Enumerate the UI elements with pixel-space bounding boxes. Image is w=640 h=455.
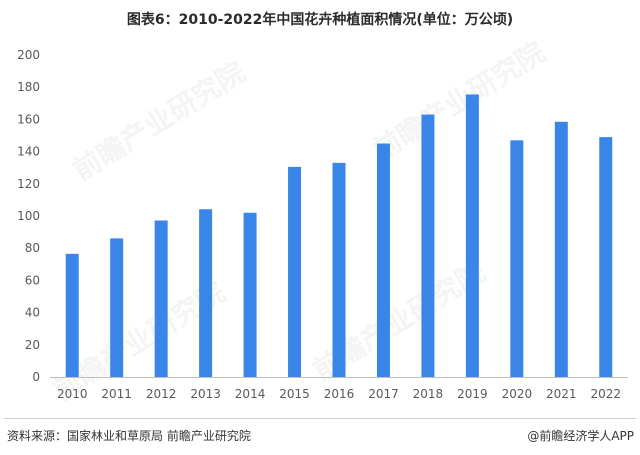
x-tick-label: 2013 [190, 387, 221, 401]
y-tick-label: 140 [17, 145, 40, 159]
bar [110, 238, 124, 377]
bar [243, 212, 257, 377]
bar [288, 166, 302, 377]
y-tick-label: 120 [17, 177, 40, 191]
x-tick-label: 2018 [413, 387, 444, 401]
x-tick-label: 2014 [235, 387, 266, 401]
y-tick-label: 100 [17, 209, 40, 223]
bar [199, 209, 213, 377]
y-tick-label: 40 [25, 306, 40, 320]
y-tick-label: 60 [25, 273, 40, 287]
source-note: 资料来源：国家林业和草原局 前瞻产业研究院 [7, 429, 251, 443]
bar [154, 220, 168, 377]
x-tick-label: 2022 [590, 387, 621, 401]
bar [376, 143, 390, 377]
brand-credit: @前瞻经济学人APP [527, 429, 634, 443]
x-tick-label: 2019 [457, 387, 488, 401]
bar [421, 114, 435, 377]
y-tick-label: 180 [17, 80, 40, 94]
y-tick-label: 160 [17, 112, 40, 126]
x-tick-label: 2020 [502, 387, 533, 401]
chart-title: 图表6：2010-2022年中国花卉种植面积情况(单位：万公顷) [126, 12, 514, 28]
x-tick-label: 2016 [324, 387, 355, 401]
bar [65, 253, 79, 377]
bar [554, 121, 568, 377]
x-tick-label: 2017 [368, 387, 399, 401]
bar [332, 162, 346, 377]
y-tick-label: 20 [25, 338, 40, 352]
x-tick-label: 2011 [101, 387, 132, 401]
bar [465, 94, 479, 377]
bar [599, 137, 613, 377]
y-tick-label: 80 [25, 241, 40, 255]
x-tick-label: 2015 [279, 387, 310, 401]
y-tick-label: 0 [32, 370, 40, 384]
footer-divider [4, 418, 636, 419]
x-tick-label: 2021 [546, 387, 577, 401]
y-tick-label: 200 [17, 48, 40, 62]
x-tick-label: 2010 [57, 387, 88, 401]
x-tick-label: 2012 [146, 387, 177, 401]
bar [510, 140, 524, 377]
